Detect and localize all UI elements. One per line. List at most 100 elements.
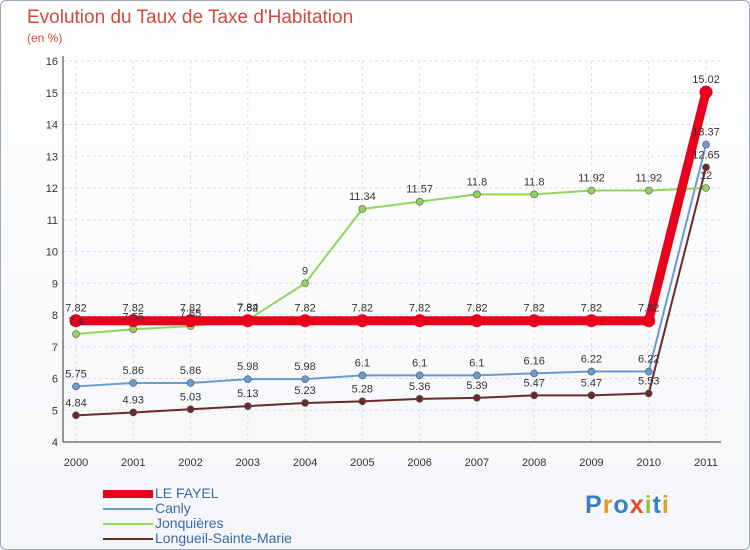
x-tick-label: 2004 <box>293 457 317 469</box>
x-tick-label: 2006 <box>407 457 431 469</box>
x-tick-label: 2008 <box>522 457 546 469</box>
data-label: 7.82 <box>581 303 602 315</box>
x-tick-label: 2002 <box>178 457 202 469</box>
data-point <box>415 197 424 206</box>
data-point <box>644 389 653 398</box>
series-line-0 <box>71 87 711 326</box>
data-label: 4.93 <box>123 394 144 406</box>
data-point <box>702 140 710 149</box>
data-label: 5.36 <box>409 381 430 393</box>
x-tick-label: 2011 <box>694 457 718 469</box>
data-point <box>72 382 80 391</box>
data-label: 11.57 <box>406 184 433 196</box>
legend-label: LE FAYEL <box>155 485 219 501</box>
legend-swatch <box>103 508 153 510</box>
data-label: 7.65 <box>180 308 201 320</box>
data-point <box>530 190 538 199</box>
data-label: 9 <box>302 265 308 277</box>
legend-label: Longueil-Sainte-Marie <box>155 530 292 546</box>
data-point <box>301 399 309 407</box>
data-label: 6.22 <box>638 354 659 366</box>
y-tick-label: 6 <box>52 374 58 386</box>
x-tick-label: 2003 <box>236 457 260 469</box>
x-tick-label: 2007 <box>465 457 489 469</box>
data-label: 5.39 <box>466 380 487 392</box>
proxiti-logo: Proxiti <box>585 491 670 520</box>
series-line-3 <box>75 166 707 417</box>
x-tick-label: 2009 <box>579 457 603 469</box>
legend-label: Canly <box>155 500 191 516</box>
y-tick-label: 10 <box>46 247 58 259</box>
y-tick-label: 4 <box>52 437 58 449</box>
data-label: 7.82 <box>409 303 430 315</box>
logo-letter: x <box>629 491 645 519</box>
y-tick-label: 15 <box>46 88 58 100</box>
data-point <box>129 408 138 417</box>
data-point <box>470 314 484 328</box>
legend-swatch <box>103 523 153 525</box>
y-tick-label: 5 <box>52 405 58 417</box>
x-tick-label: 2001 <box>121 457 145 469</box>
data-label: 7.82 <box>466 303 487 315</box>
data-label: 5.28 <box>352 383 373 395</box>
x-tick-label: 2000 <box>64 457 88 469</box>
data-label: 7.82 <box>294 303 315 315</box>
data-point <box>473 394 481 402</box>
data-label: 7.82 <box>180 303 201 315</box>
data-point <box>702 163 710 172</box>
data-point <box>473 190 481 199</box>
data-label: 11.8 <box>524 176 545 188</box>
data-label: 6.22 <box>581 354 602 366</box>
data-point <box>241 314 255 328</box>
data-label: 11.34 <box>349 191 376 203</box>
y-tick-label: 14 <box>46 120 58 132</box>
data-point <box>584 314 598 328</box>
series-lines <box>69 85 713 420</box>
data-label: 5.98 <box>294 361 315 373</box>
logo-letter: t <box>652 491 662 519</box>
data-label: 6.1 <box>469 357 484 369</box>
data-label: 5.47 <box>523 377 544 389</box>
data-label: 7.82 <box>352 303 373 315</box>
data-point <box>587 186 596 195</box>
data-point <box>72 411 80 420</box>
data-point <box>642 314 656 328</box>
chart-title: Evolution du Taux de Taxe d'Habitation <box>27 7 354 28</box>
data-point <box>298 314 312 328</box>
legend-label: Jonquières <box>155 515 224 531</box>
data-point <box>530 369 538 378</box>
data-label: 5.86 <box>180 365 201 377</box>
data-label: 5.53 <box>638 375 659 387</box>
data-label: 6.16 <box>523 355 544 367</box>
logo-letter: i <box>661 491 670 519</box>
axes: 4 5 6 7 8 9 10 11 12 13 14 15 16 2000 2001 2002 2003 2004… <box>46 56 721 469</box>
data-label: 7.82 <box>523 303 544 315</box>
logo-letter: P <box>585 491 603 519</box>
y-tick-label: 13 <box>46 151 58 163</box>
data-label: 6.1 <box>412 357 427 369</box>
data-label: 7.82 <box>123 303 144 315</box>
data-label: 5.98 <box>237 361 258 373</box>
series-line-1 <box>75 143 707 388</box>
data-point <box>415 371 424 380</box>
data-point <box>186 379 195 387</box>
data-point <box>358 397 367 406</box>
data-label: 12.65 <box>692 149 720 161</box>
data-label: 5.86 <box>123 365 144 377</box>
data-label: 6.1 <box>355 357 370 369</box>
data-point <box>355 314 369 328</box>
data-label: 5.75 <box>65 368 86 380</box>
data-label: 11.92 <box>635 173 662 185</box>
data-point <box>184 314 198 328</box>
data-point <box>644 367 653 376</box>
data-label: 7.82 <box>638 303 659 315</box>
data-label: 5.47 <box>581 377 602 389</box>
data-point <box>413 314 427 328</box>
data-label: 13.37 <box>692 127 720 139</box>
chart-subtitle: (en %) <box>27 31 63 45</box>
data-point <box>301 279 309 288</box>
y-tick-label: 8 <box>52 310 58 322</box>
data-point <box>644 186 653 195</box>
data-point <box>301 375 309 383</box>
data-label: 5.03 <box>180 391 201 403</box>
